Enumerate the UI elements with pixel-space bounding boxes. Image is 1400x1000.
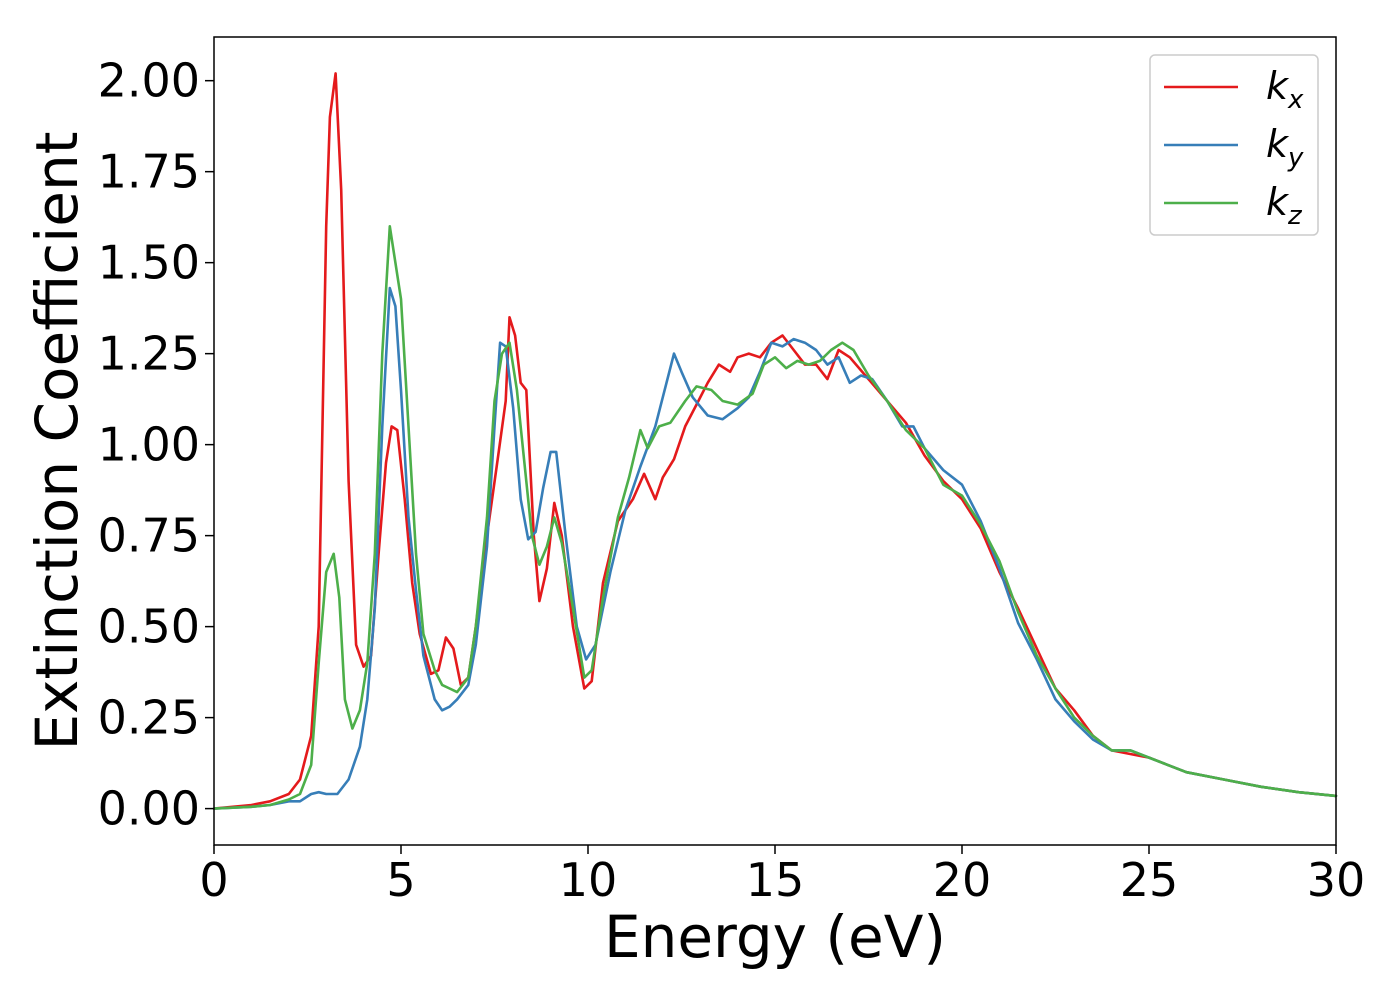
legend-subscript: x — [1287, 85, 1304, 115]
series-line-kz — [212, 225, 1338, 810]
x-tick-label: 0 — [199, 853, 228, 907]
series-layer — [212, 72, 1338, 810]
x-axis: 0 5 10 15 20 25 30 — [199, 845, 1365, 907]
legend-subscript: y — [1287, 143, 1304, 173]
y-tick-label: 1.50 — [98, 236, 200, 290]
series-line-ky — [212, 286, 1338, 810]
x-tick-label: 25 — [1120, 853, 1179, 907]
x-tick-label: 5 — [386, 853, 415, 907]
y-tick-label: 0.00 — [98, 782, 200, 836]
x-tick-label: 20 — [933, 853, 992, 907]
y-tick-label: 1.25 — [98, 327, 200, 381]
legend-subscript: z — [1287, 201, 1303, 231]
x-tick-label: 15 — [746, 853, 805, 907]
x-tick-label: 30 — [1307, 853, 1366, 907]
y-tick-label: 0.50 — [98, 600, 200, 654]
x-tick-label: 10 — [559, 853, 618, 907]
y-tick-label: 0.25 — [98, 691, 200, 745]
y-tick-label: 1.00 — [98, 418, 200, 472]
y-tick-label: 1.75 — [98, 145, 200, 199]
y-axis: 0.00 0.25 0.50 0.75 1.00 1.25 1.50 1.75 2.00 — [98, 54, 214, 836]
y-tick-label: 0.75 — [98, 509, 200, 563]
y-axis-label: Extinction Coefficient — [23, 132, 91, 751]
x-axis-label: Energy (eV) — [604, 903, 946, 971]
y-tick-label: 2.00 — [98, 54, 200, 108]
